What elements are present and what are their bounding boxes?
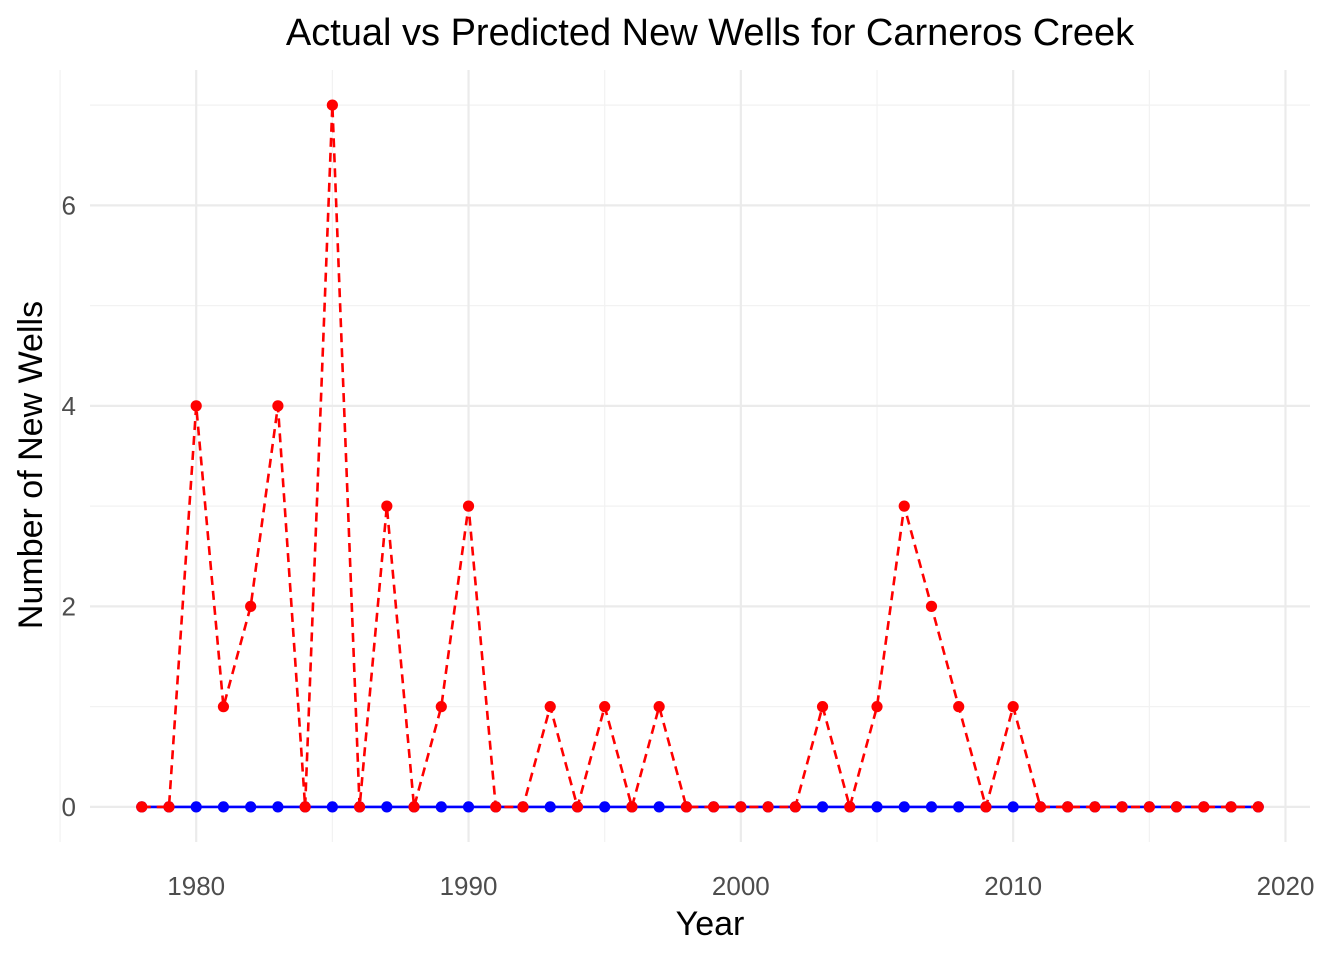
- x-axis-tick-labels: 1980 1990 2000 2010 2020: [167, 871, 1314, 901]
- series-layer: [136, 99, 1264, 813]
- series-2-point: [735, 801, 747, 813]
- series-1-point: [190, 801, 202, 813]
- series-2-point: [898, 500, 910, 512]
- series-1-point: [1007, 801, 1019, 813]
- series-2-point: [871, 701, 883, 713]
- series-2-point: [190, 400, 202, 412]
- y-tick-label: 2: [62, 591, 76, 621]
- series-2-point: [1198, 801, 1210, 813]
- series-2-point: [708, 801, 720, 813]
- x-tick-label: 1980: [167, 871, 225, 901]
- series-1-point: [599, 801, 611, 813]
- series-2-point: [680, 801, 692, 813]
- series-2-point: [381, 500, 393, 512]
- series-2-point: [1089, 801, 1101, 813]
- series-2-point: [299, 801, 311, 813]
- series-2: [136, 99, 1264, 813]
- series-2-point: [844, 801, 856, 813]
- series-2-point: [353, 801, 366, 813]
- y-tick-label: 4: [62, 391, 76, 421]
- x-tick-label: 1990: [440, 871, 498, 901]
- y-axis-tick-labels: 0 2 4 6: [62, 190, 76, 822]
- series-1-point: [435, 801, 447, 813]
- series-1-point: [462, 801, 475, 813]
- series-2-point: [435, 701, 447, 713]
- x-tick-label: 2020: [1257, 871, 1315, 901]
- series-2-point: [1007, 701, 1019, 713]
- series-2-point: [1143, 801, 1155, 813]
- series-2-point: [1225, 801, 1237, 813]
- x-axis-title: Year: [676, 905, 745, 943]
- series-2-point: [980, 801, 992, 813]
- series-1-point: [245, 801, 257, 813]
- series-2-line: [141, 103, 1259, 809]
- series-2-point: [462, 500, 475, 512]
- series-1-point: [816, 801, 829, 813]
- series-2-point: [245, 600, 257, 612]
- series-2-point: [571, 801, 584, 813]
- series-2-point: [653, 701, 665, 713]
- series-2-point: [163, 801, 175, 813]
- series-2-point: [953, 701, 965, 713]
- series-2-point: [1170, 801, 1183, 813]
- series-2-point: [789, 801, 801, 813]
- series-2-point: [1252, 801, 1264, 813]
- series-2-point: [925, 600, 938, 612]
- series-2-point: [626, 801, 638, 813]
- series-2-point: [544, 701, 556, 713]
- series-2-point: [272, 400, 284, 412]
- series-1-point: [925, 801, 938, 813]
- series-2-point: [762, 801, 774, 813]
- series-2-point: [1062, 801, 1074, 813]
- x-tick-label: 2010: [984, 871, 1042, 901]
- series-1-point: [871, 801, 883, 813]
- series-1-point: [217, 801, 230, 813]
- y-tick-label: 0: [62, 792, 76, 822]
- series-2-point: [1116, 801, 1128, 813]
- chart-title: Actual vs Predicted New Wells for Carner…: [286, 12, 1135, 54]
- x-tick-label: 2000: [712, 871, 770, 901]
- series-2-point: [1034, 801, 1047, 813]
- y-tick-label: 6: [62, 190, 76, 220]
- series-1-point: [953, 801, 965, 813]
- series-2-point: [326, 99, 338, 111]
- series-2-point: [599, 701, 611, 713]
- minor-gridlines: [59, 70, 1310, 842]
- series-2-point: [136, 801, 148, 813]
- series-1-point: [326, 801, 338, 813]
- series-1-point: [653, 801, 665, 813]
- series-2-point: [490, 801, 502, 813]
- y-axis-title: Number of New Wells: [12, 301, 50, 629]
- series-2-point: [217, 701, 230, 713]
- series-2-point: [517, 801, 529, 813]
- series-1-point: [381, 801, 393, 813]
- series-1-point: [272, 801, 284, 813]
- major-gridlines: [90, 70, 1310, 842]
- series-2-point: [816, 701, 829, 713]
- series-1-point: [898, 801, 910, 813]
- series-2-point: [408, 801, 420, 813]
- series-1-point: [544, 801, 556, 813]
